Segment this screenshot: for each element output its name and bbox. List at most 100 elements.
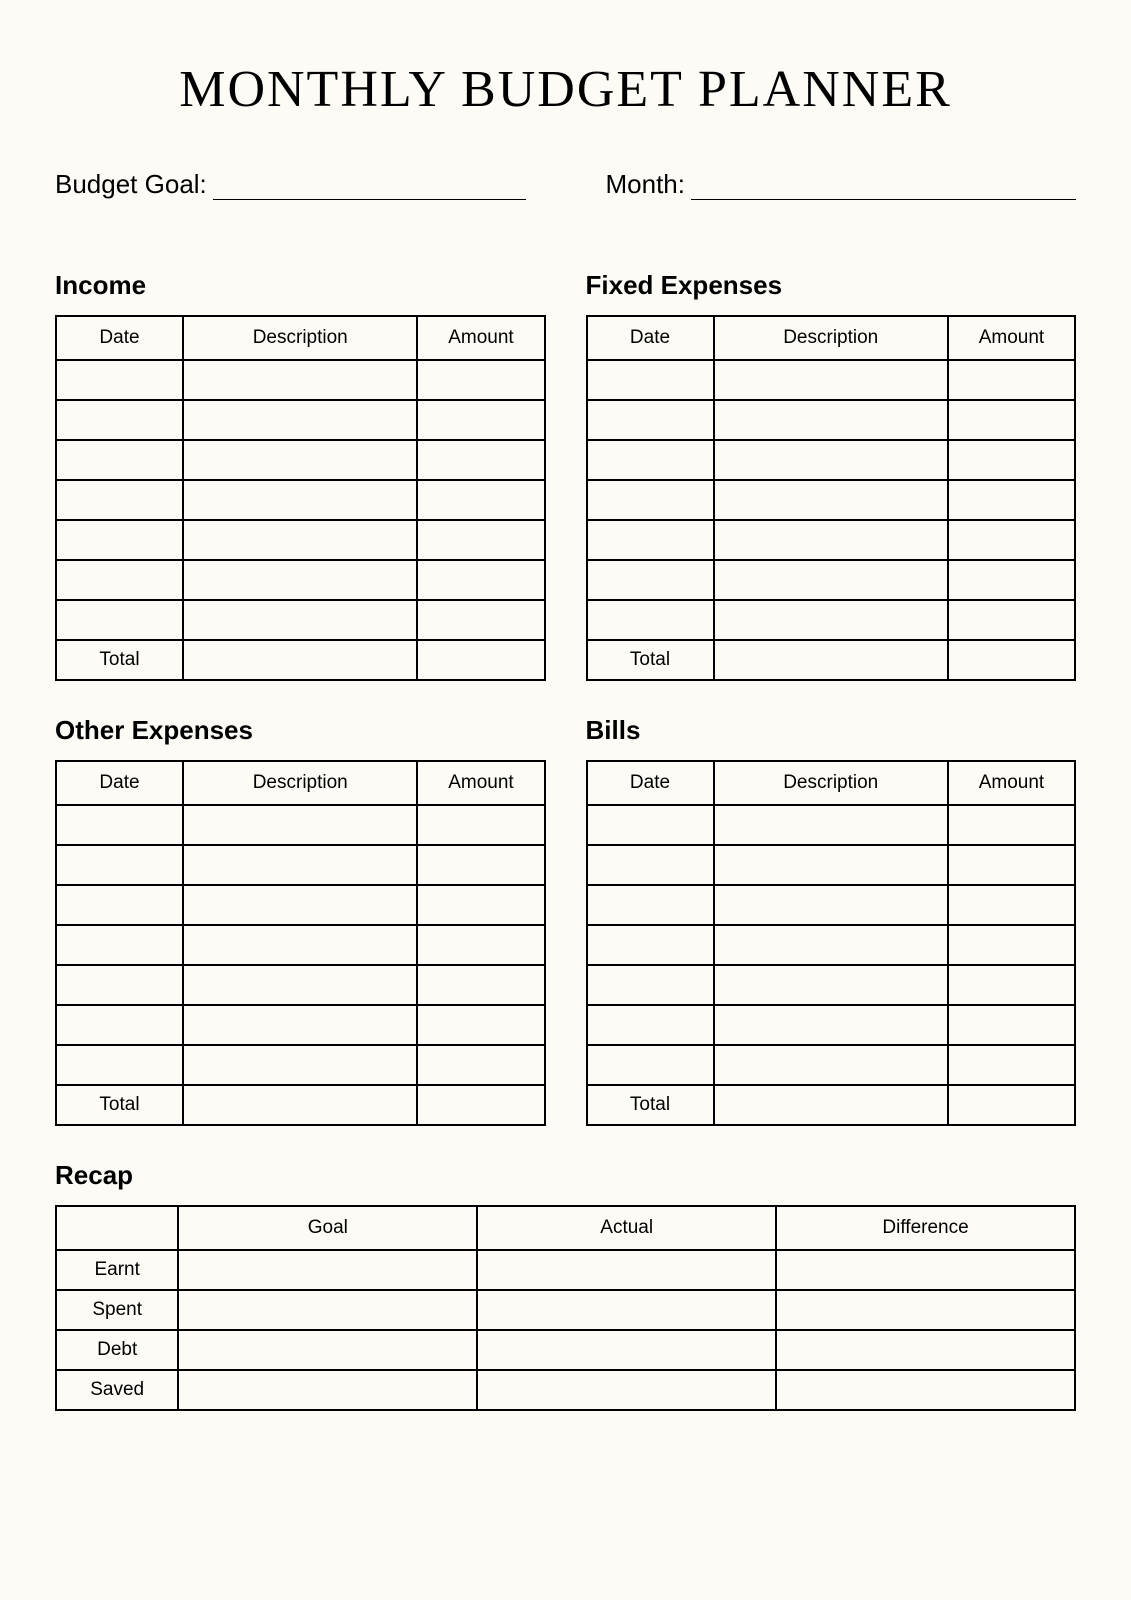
table-cell[interactable]: [56, 560, 183, 600]
income-total-desc[interactable]: [183, 640, 417, 680]
table-cell[interactable]: [587, 1045, 714, 1085]
recap-cell[interactable]: [477, 1370, 776, 1410]
table-cell[interactable]: [56, 805, 183, 845]
table-cell[interactable]: [587, 480, 714, 520]
table-cell[interactable]: [948, 480, 1075, 520]
table-cell[interactable]: [417, 400, 544, 440]
table-cell[interactable]: [714, 440, 948, 480]
recap-cell[interactable]: [178, 1250, 477, 1290]
table-cell[interactable]: [417, 1005, 544, 1045]
table-cell[interactable]: [587, 845, 714, 885]
table-cell[interactable]: [56, 400, 183, 440]
table-cell[interactable]: [587, 805, 714, 845]
table-cell[interactable]: [417, 520, 544, 560]
table-cell[interactable]: [183, 1045, 417, 1085]
table-cell[interactable]: [948, 1005, 1075, 1045]
table-cell[interactable]: [56, 965, 183, 1005]
recap-cell[interactable]: [178, 1370, 477, 1410]
table-cell[interactable]: [948, 600, 1075, 640]
table-cell[interactable]: [56, 360, 183, 400]
recap-cell[interactable]: [776, 1250, 1075, 1290]
table-cell[interactable]: [56, 600, 183, 640]
month-input-line[interactable]: [691, 172, 1076, 200]
table-cell[interactable]: [417, 360, 544, 400]
table-cell[interactable]: [714, 925, 948, 965]
table-cell[interactable]: [183, 965, 417, 1005]
table-cell[interactable]: [417, 600, 544, 640]
fixed-expenses-total-amount[interactable]: [948, 640, 1075, 680]
table-cell[interactable]: [714, 520, 948, 560]
table-cell[interactable]: [417, 885, 544, 925]
recap-cell[interactable]: [776, 1290, 1075, 1330]
table-cell[interactable]: [183, 560, 417, 600]
table-cell[interactable]: [587, 925, 714, 965]
table-cell[interactable]: [183, 360, 417, 400]
table-cell[interactable]: [183, 805, 417, 845]
table-cell[interactable]: [948, 560, 1075, 600]
table-cell[interactable]: [417, 560, 544, 600]
other-expenses-total-amount[interactable]: [417, 1085, 544, 1125]
table-cell[interactable]: [417, 925, 544, 965]
table-cell[interactable]: [183, 1005, 417, 1045]
fixed-expenses-total-desc[interactable]: [714, 640, 948, 680]
table-cell[interactable]: [714, 560, 948, 600]
table-cell[interactable]: [587, 1005, 714, 1045]
table-cell[interactable]: [714, 600, 948, 640]
table-cell[interactable]: [714, 1005, 948, 1045]
recap-cell[interactable]: [477, 1250, 776, 1290]
table-cell[interactable]: [183, 885, 417, 925]
table-cell[interactable]: [714, 885, 948, 925]
budget-goal-input-line[interactable]: [213, 172, 526, 200]
table-cell[interactable]: [56, 885, 183, 925]
income-total-amount[interactable]: [417, 640, 544, 680]
bills-total-desc[interactable]: [714, 1085, 948, 1125]
table-cell[interactable]: [183, 520, 417, 560]
table-cell[interactable]: [183, 440, 417, 480]
table-cell[interactable]: [714, 360, 948, 400]
table-cell[interactable]: [714, 480, 948, 520]
table-cell[interactable]: [948, 965, 1075, 1005]
table-cell[interactable]: [948, 925, 1075, 965]
other-expenses-total-desc[interactable]: [183, 1085, 417, 1125]
recap-cell[interactable]: [776, 1370, 1075, 1410]
table-cell[interactable]: [948, 845, 1075, 885]
table-cell[interactable]: [587, 560, 714, 600]
table-cell[interactable]: [714, 965, 948, 1005]
table-cell[interactable]: [714, 845, 948, 885]
recap-cell[interactable]: [477, 1290, 776, 1330]
table-cell[interactable]: [587, 400, 714, 440]
table-cell[interactable]: [714, 1045, 948, 1085]
table-cell[interactable]: [948, 1045, 1075, 1085]
recap-cell[interactable]: [178, 1330, 477, 1370]
table-cell[interactable]: [417, 440, 544, 480]
table-cell[interactable]: [183, 600, 417, 640]
table-cell[interactable]: [56, 1045, 183, 1085]
table-cell[interactable]: [56, 925, 183, 965]
table-cell[interactable]: [183, 480, 417, 520]
table-cell[interactable]: [587, 600, 714, 640]
table-cell[interactable]: [56, 480, 183, 520]
table-cell[interactable]: [56, 1005, 183, 1045]
table-cell[interactable]: [948, 520, 1075, 560]
table-cell[interactable]: [183, 400, 417, 440]
table-cell[interactable]: [56, 845, 183, 885]
table-cell[interactable]: [948, 360, 1075, 400]
recap-cell[interactable]: [178, 1290, 477, 1330]
table-cell[interactable]: [948, 440, 1075, 480]
table-cell[interactable]: [948, 805, 1075, 845]
table-cell[interactable]: [183, 925, 417, 965]
table-cell[interactable]: [948, 400, 1075, 440]
table-cell[interactable]: [587, 885, 714, 925]
table-cell[interactable]: [417, 1045, 544, 1085]
table-cell[interactable]: [56, 520, 183, 560]
table-cell[interactable]: [587, 440, 714, 480]
recap-cell[interactable]: [776, 1330, 1075, 1370]
table-cell[interactable]: [417, 480, 544, 520]
table-cell[interactable]: [587, 360, 714, 400]
table-cell[interactable]: [56, 440, 183, 480]
bills-total-amount[interactable]: [948, 1085, 1075, 1125]
table-cell[interactable]: [587, 965, 714, 1005]
table-cell[interactable]: [417, 845, 544, 885]
table-cell[interactable]: [948, 885, 1075, 925]
table-cell[interactable]: [417, 965, 544, 1005]
